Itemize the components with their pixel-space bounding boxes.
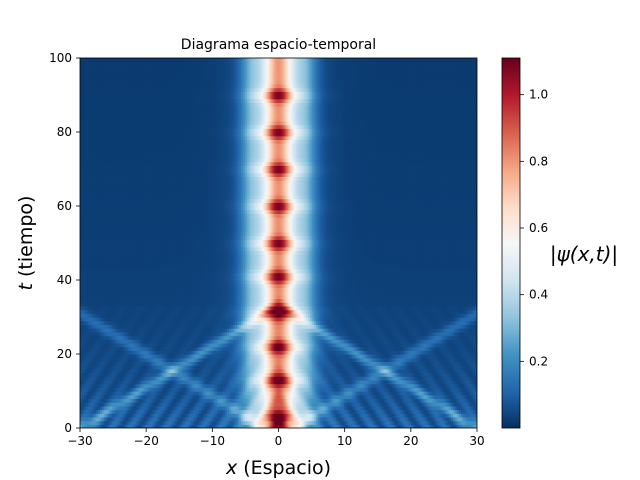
heatmap-image [80,58,478,429]
